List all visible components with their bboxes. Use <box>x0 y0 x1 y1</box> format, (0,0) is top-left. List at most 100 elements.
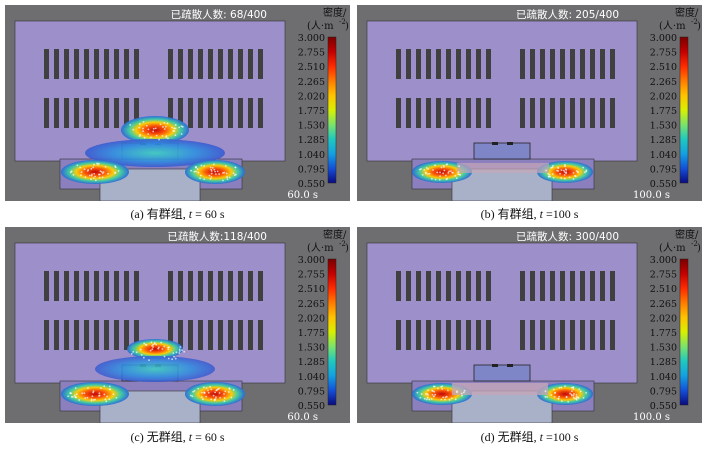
pedestrian <box>164 125 167 128</box>
pedestrian <box>215 389 218 392</box>
pedestrian <box>447 389 449 392</box>
pedestrian <box>428 398 431 401</box>
seat-row <box>228 98 233 128</box>
colorbar-tick: 2.265 <box>650 299 677 310</box>
door <box>507 142 513 145</box>
colorbar-tick: 1.285 <box>650 357 677 368</box>
pedestrian <box>104 165 107 168</box>
seat-row <box>406 98 411 128</box>
pedestrian <box>577 171 579 174</box>
pedestrian <box>183 350 186 353</box>
seat-row <box>218 320 223 350</box>
pedestrian <box>93 163 95 166</box>
pedestrian <box>448 398 451 401</box>
seat-row <box>134 98 139 128</box>
seat-row <box>570 49 575 79</box>
pedestrian <box>560 400 563 403</box>
pedestrian <box>544 396 547 398</box>
pedestrian <box>148 359 150 362</box>
crowd-blob <box>127 339 183 359</box>
pedestrian <box>152 130 155 133</box>
pedestrian <box>98 173 100 176</box>
pedestrian <box>463 389 466 392</box>
seat-row <box>54 271 59 301</box>
colorbar-tick: 2.020 <box>650 91 677 102</box>
pedestrian <box>433 385 436 388</box>
seat-row <box>114 271 119 301</box>
pedestrian <box>173 355 175 358</box>
seat-row <box>416 98 421 128</box>
colorbar-tick: 1.775 <box>298 106 325 117</box>
pedestrian <box>175 351 178 354</box>
pedestrian <box>425 393 427 395</box>
seat-row <box>530 320 535 350</box>
pedestrian <box>74 396 77 399</box>
pedestrian <box>151 348 154 351</box>
pedestrian <box>93 172 96 175</box>
pedestrian <box>173 130 176 132</box>
pedestrian <box>90 167 93 170</box>
colorbar-tick: 2.265 <box>298 77 325 88</box>
pedestrian <box>420 393 423 395</box>
seat-row <box>476 320 481 350</box>
pedestrian <box>130 353 133 355</box>
evacuated-count: 已疏散人数: 300/400 <box>516 230 619 243</box>
pedestrian <box>163 122 166 124</box>
pedestrian <box>553 395 556 398</box>
caption-c: (c) 无群组, t = 60 s <box>130 430 225 444</box>
pedestrian <box>212 163 215 166</box>
seat-row <box>550 98 555 128</box>
pedestrian <box>454 174 457 177</box>
colorbar-unit-close: ) <box>345 243 349 254</box>
colorbar-unit-close: ) <box>697 243 701 254</box>
colorbar-tick: 2.755 <box>298 270 325 281</box>
pedestrian <box>163 355 166 358</box>
aisle <box>452 383 548 395</box>
pedestrian <box>86 396 89 399</box>
simulation-view: 已疏散人数: 68/400 密度/(人·m -2) 3.000 2.755 2.510 2.… <box>5 5 350 201</box>
pedestrian <box>171 126 173 129</box>
pedestrian <box>572 388 575 390</box>
pedestrian <box>434 164 437 167</box>
seat-row <box>124 320 129 350</box>
seat-row <box>426 49 431 79</box>
seat-row <box>248 271 253 301</box>
pedestrian <box>161 348 164 350</box>
pedestrians <box>416 385 587 403</box>
pedestrian <box>233 174 236 177</box>
pedestrian <box>101 172 104 175</box>
seat-row <box>416 320 421 350</box>
colorbar-unit-exp: -2 <box>691 240 698 248</box>
pedestrian <box>565 172 568 175</box>
colorbar-title: 密度/ <box>675 6 699 19</box>
pedestrian <box>569 392 571 395</box>
pedestrian <box>178 348 181 351</box>
seat-row <box>416 49 421 79</box>
pedestrian <box>437 387 439 390</box>
seat-row <box>84 271 89 301</box>
seat-row <box>64 98 69 128</box>
pedestrian <box>557 170 560 172</box>
colorbar-tick: 2.020 <box>650 313 677 324</box>
seat-row <box>104 271 109 301</box>
pedestrian <box>167 348 170 351</box>
pedestrian <box>455 177 458 180</box>
pedestrian <box>149 349 152 352</box>
panel-c: 已疏散人数:118/400 密度/(人·m -2) 3.000 2.755 2.510 2.… <box>5 227 350 423</box>
seat-row <box>168 271 173 301</box>
seat-row <box>476 98 481 128</box>
seat-row <box>64 320 69 350</box>
pedestrians <box>69 121 237 182</box>
pedestrian <box>80 171 83 174</box>
time-label: 60.0 s <box>287 190 318 201</box>
pedestrian <box>425 172 427 175</box>
evacuated-count: 已疏散人数:118/400 <box>167 230 267 243</box>
colorbar-unit: (人·m <box>307 242 334 254</box>
pedestrian <box>143 342 146 345</box>
pedestrian <box>165 135 168 137</box>
pedestrian <box>560 386 563 389</box>
pedestrian <box>552 165 554 167</box>
caption-a: (a) 有群组, t = 60 s <box>130 207 225 221</box>
pedestrian <box>88 174 91 177</box>
pedestrian <box>92 399 95 401</box>
